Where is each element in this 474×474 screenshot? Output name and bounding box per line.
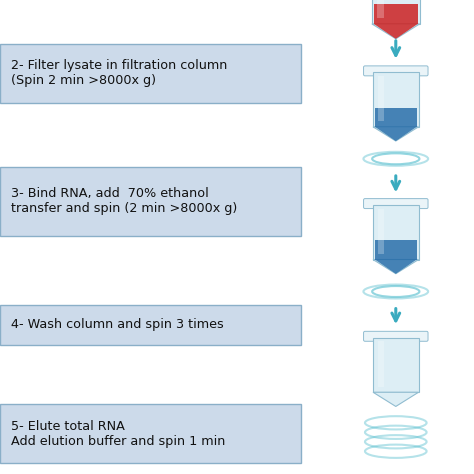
Polygon shape: [374, 4, 418, 24]
Polygon shape: [375, 108, 417, 127]
Polygon shape: [375, 127, 417, 141]
Polygon shape: [378, 76, 384, 121]
Text: 2- Filter lysate in filtration column
(Spin 2 min >8000x g): 2- Filter lysate in filtration column (S…: [11, 59, 227, 88]
Polygon shape: [375, 260, 417, 274]
FancyBboxPatch shape: [364, 66, 428, 76]
FancyBboxPatch shape: [364, 199, 428, 209]
Polygon shape: [373, 127, 419, 141]
FancyBboxPatch shape: [373, 337, 419, 392]
FancyBboxPatch shape: [373, 72, 419, 127]
Text: 5- Elute total RNA
Add elution buffer and spin 1 min: 5- Elute total RNA Add elution buffer an…: [11, 419, 225, 448]
FancyBboxPatch shape: [0, 44, 301, 103]
Polygon shape: [377, 0, 384, 18]
FancyBboxPatch shape: [0, 167, 301, 236]
Polygon shape: [372, 24, 419, 39]
FancyBboxPatch shape: [0, 404, 301, 464]
Polygon shape: [378, 341, 384, 387]
Polygon shape: [378, 209, 384, 254]
Text: 3- Bind RNA, add  70% ethanol
transfer and spin (2 min >8000x g): 3- Bind RNA, add 70% ethanol transfer an…: [11, 187, 237, 216]
FancyBboxPatch shape: [364, 331, 428, 341]
Polygon shape: [373, 392, 419, 407]
FancyBboxPatch shape: [373, 205, 419, 260]
Polygon shape: [375, 240, 417, 260]
FancyBboxPatch shape: [372, 0, 419, 24]
Polygon shape: [373, 260, 419, 274]
Text: 4- Wash column and spin 3 times: 4- Wash column and spin 3 times: [11, 318, 224, 331]
Polygon shape: [374, 24, 418, 39]
FancyBboxPatch shape: [0, 305, 301, 345]
